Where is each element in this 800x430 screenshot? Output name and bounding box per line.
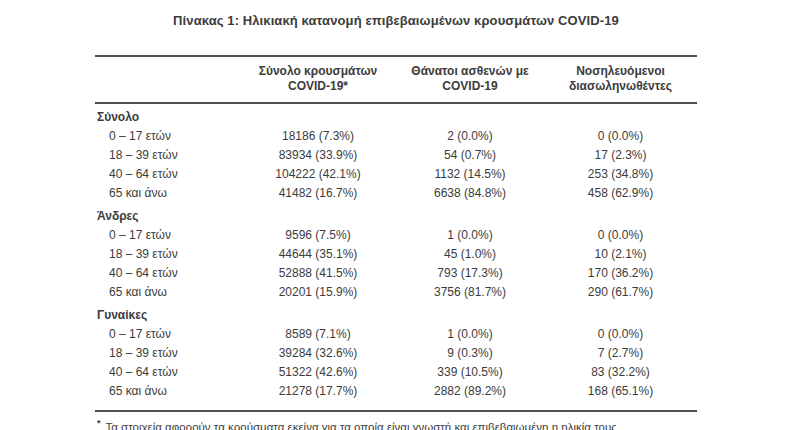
cases-cell: 20201 (15.9%) xyxy=(240,283,396,302)
age-group-cell: 18 – 39 ετών xyxy=(95,344,240,363)
header-line: Νοσηλευόμενοι xyxy=(544,64,697,79)
intubated-cell: 83 (32.2%) xyxy=(544,363,697,382)
cases-cell: 104222 (42.1%) xyxy=(240,165,396,184)
footnote-asterisk: * xyxy=(97,418,101,428)
header-line: COVID-19* xyxy=(240,79,396,94)
cases-cell: 41482 (16.7%) xyxy=(240,184,396,203)
cases-cell: 44644 (35.1%) xyxy=(240,245,396,264)
header-cell-intubated: Νοσηλευόμενοι διασωληνωθέντες xyxy=(544,64,697,94)
intubated-cell: 0 (0.0%) xyxy=(544,226,697,245)
deaths-cell: 339 (10.5%) xyxy=(396,363,544,382)
age-group-cell: 0 – 17 ετών xyxy=(95,127,240,146)
intubated-cell: 0 (0.0%) xyxy=(544,325,697,344)
deaths-cell: 9 (0.3%) xyxy=(396,344,544,363)
table-row: 18 – 39 ετών 39284 (32.6%) 9 (0.3%) 7 (2… xyxy=(95,344,697,363)
section-label-women: Γυναίκες xyxy=(95,302,697,325)
header-cell-total-cases: Σύνολο κρουσμάτων COVID-19* xyxy=(240,64,396,94)
intubated-cell: 10 (2.1%) xyxy=(544,245,697,264)
deaths-cell: 793 (17.3%) xyxy=(396,264,544,283)
age-group-cell: 40 – 64 ετών xyxy=(95,363,240,382)
age-group-cell: 65 και άνω xyxy=(95,382,240,401)
section-label-men: Άνδρες xyxy=(95,203,697,226)
table-row: 0 – 17 ετών 9596 (7.5%) 1 (0.0%) 0 (0.0%… xyxy=(95,226,697,245)
age-group-cell: 40 – 64 ετών xyxy=(95,165,240,184)
intubated-cell: 7 (2.7%) xyxy=(544,344,697,363)
cases-cell: 21278 (17.7%) xyxy=(240,382,396,401)
intubated-cell: 290 (61.7%) xyxy=(544,283,697,302)
header-cell-empty xyxy=(95,64,240,94)
age-group-cell: 18 – 39 ετών xyxy=(95,245,240,264)
intubated-cell: 0 (0.0%) xyxy=(544,127,697,146)
age-group-cell: 65 και άνω xyxy=(95,283,240,302)
deaths-cell: 2882 (89.2%) xyxy=(396,382,544,401)
deaths-cell: 45 (1.0%) xyxy=(396,245,544,264)
table-row: 40 – 64 ετών 52888 (41.5%) 793 (17.3%) 1… xyxy=(95,264,697,283)
deaths-cell: 3756 (81.7%) xyxy=(396,283,544,302)
table-header-row: Σύνολο κρουσμάτων COVID-19* Θάνατοι ασθε… xyxy=(95,57,697,104)
deaths-cell: 1132 (14.5%) xyxy=(396,165,544,184)
cases-cell: 52888 (41.5%) xyxy=(240,264,396,283)
header-line: Θάνατοι ασθενών με xyxy=(396,64,544,79)
cases-cell: 39284 (32.6%) xyxy=(240,344,396,363)
cases-cell: 51322 (42.6%) xyxy=(240,363,396,382)
header-line: διασωληνωθέντες xyxy=(544,79,697,94)
deaths-cell: 2 (0.0%) xyxy=(396,127,544,146)
deaths-cell: 1 (0.0%) xyxy=(396,325,544,344)
intubated-cell: 168 (65.1%) xyxy=(544,382,697,401)
table-row: 65 και άνω 20201 (15.9%) 3756 (81.7%) 29… xyxy=(95,283,697,302)
report-page: Πίνακας 1: Ηλικιακή κατανομή επιβεβαιωμέ… xyxy=(0,0,800,430)
table-row: 40 – 64 ετών 51322 (42.6%) 339 (10.5%) 8… xyxy=(95,363,697,382)
table-row: 65 και άνω 41482 (16.7%) 6638 (84.8%) 45… xyxy=(95,184,697,203)
header-cell-deaths: Θάνατοι ασθενών με COVID-19 xyxy=(396,64,544,94)
age-group-cell: 0 – 17 ετών xyxy=(95,325,240,344)
age-group-cell: 18 – 39 ετών xyxy=(95,146,240,165)
intubated-cell: 17 (2.3%) xyxy=(544,146,697,165)
table-row: 65 και άνω 21278 (17.7%) 2882 (89.2%) 16… xyxy=(95,382,697,401)
cases-cell: 8589 (7.1%) xyxy=(240,325,396,344)
section-label-total: Σύνολο xyxy=(95,104,697,127)
cases-cell: 83934 (33.9%) xyxy=(240,146,396,165)
age-group-cell: 0 – 17 ετών xyxy=(95,226,240,245)
header-line: COVID-19 xyxy=(396,79,544,94)
deaths-cell: 6638 (84.8%) xyxy=(396,184,544,203)
table-row: 18 – 39 ετών 44644 (35.1%) 45 (1.0%) 10 … xyxy=(95,245,697,264)
table-footnote: * Τα στοιχεία αφορούν τα κρούσματα εκείνα… xyxy=(95,412,697,430)
intubated-cell: 170 (36.2%) xyxy=(544,264,697,283)
deaths-cell: 54 (0.7%) xyxy=(396,146,544,165)
header-line: Σύνολο κρουσμάτων xyxy=(240,64,396,79)
cases-cell: 18186 (7.3%) xyxy=(240,127,396,146)
table-row: 0 – 17 ετών 18186 (7.3%) 2 (0.0%) 0 (0.0… xyxy=(95,127,697,146)
age-group-cell: 65 και άνω xyxy=(95,184,240,203)
deaths-cell: 1 (0.0%) xyxy=(396,226,544,245)
intubated-cell: 458 (62.9%) xyxy=(544,184,697,203)
covid-age-distribution-table: Σύνολο κρουσμάτων COVID-19* Θάνατοι ασθε… xyxy=(95,55,697,430)
age-group-cell: 40 – 64 ετών xyxy=(95,264,240,283)
table-row: 18 – 39 ετών 83934 (33.9%) 54 (0.7%) 17 … xyxy=(95,146,697,165)
table-title: Πίνακας 1: Ηλικιακή κατανομή επιβεβαιωμέ… xyxy=(95,13,697,28)
table-row: 0 – 17 ετών 8589 (7.1%) 1 (0.0%) 0 (0.0%… xyxy=(95,325,697,344)
footnote-text: Τα στοιχεία αφορούν τα κρούσματα εκείνα … xyxy=(106,421,617,430)
table-row: 40 – 64 ετών 104222 (42.1%) 1132 (14.5%)… xyxy=(95,165,697,184)
cases-cell: 9596 (7.5%) xyxy=(240,226,396,245)
table-body: Σύνολο 0 – 17 ετών 18186 (7.3%) 2 (0.0%)… xyxy=(95,104,697,412)
intubated-cell: 253 (34.8%) xyxy=(544,165,697,184)
